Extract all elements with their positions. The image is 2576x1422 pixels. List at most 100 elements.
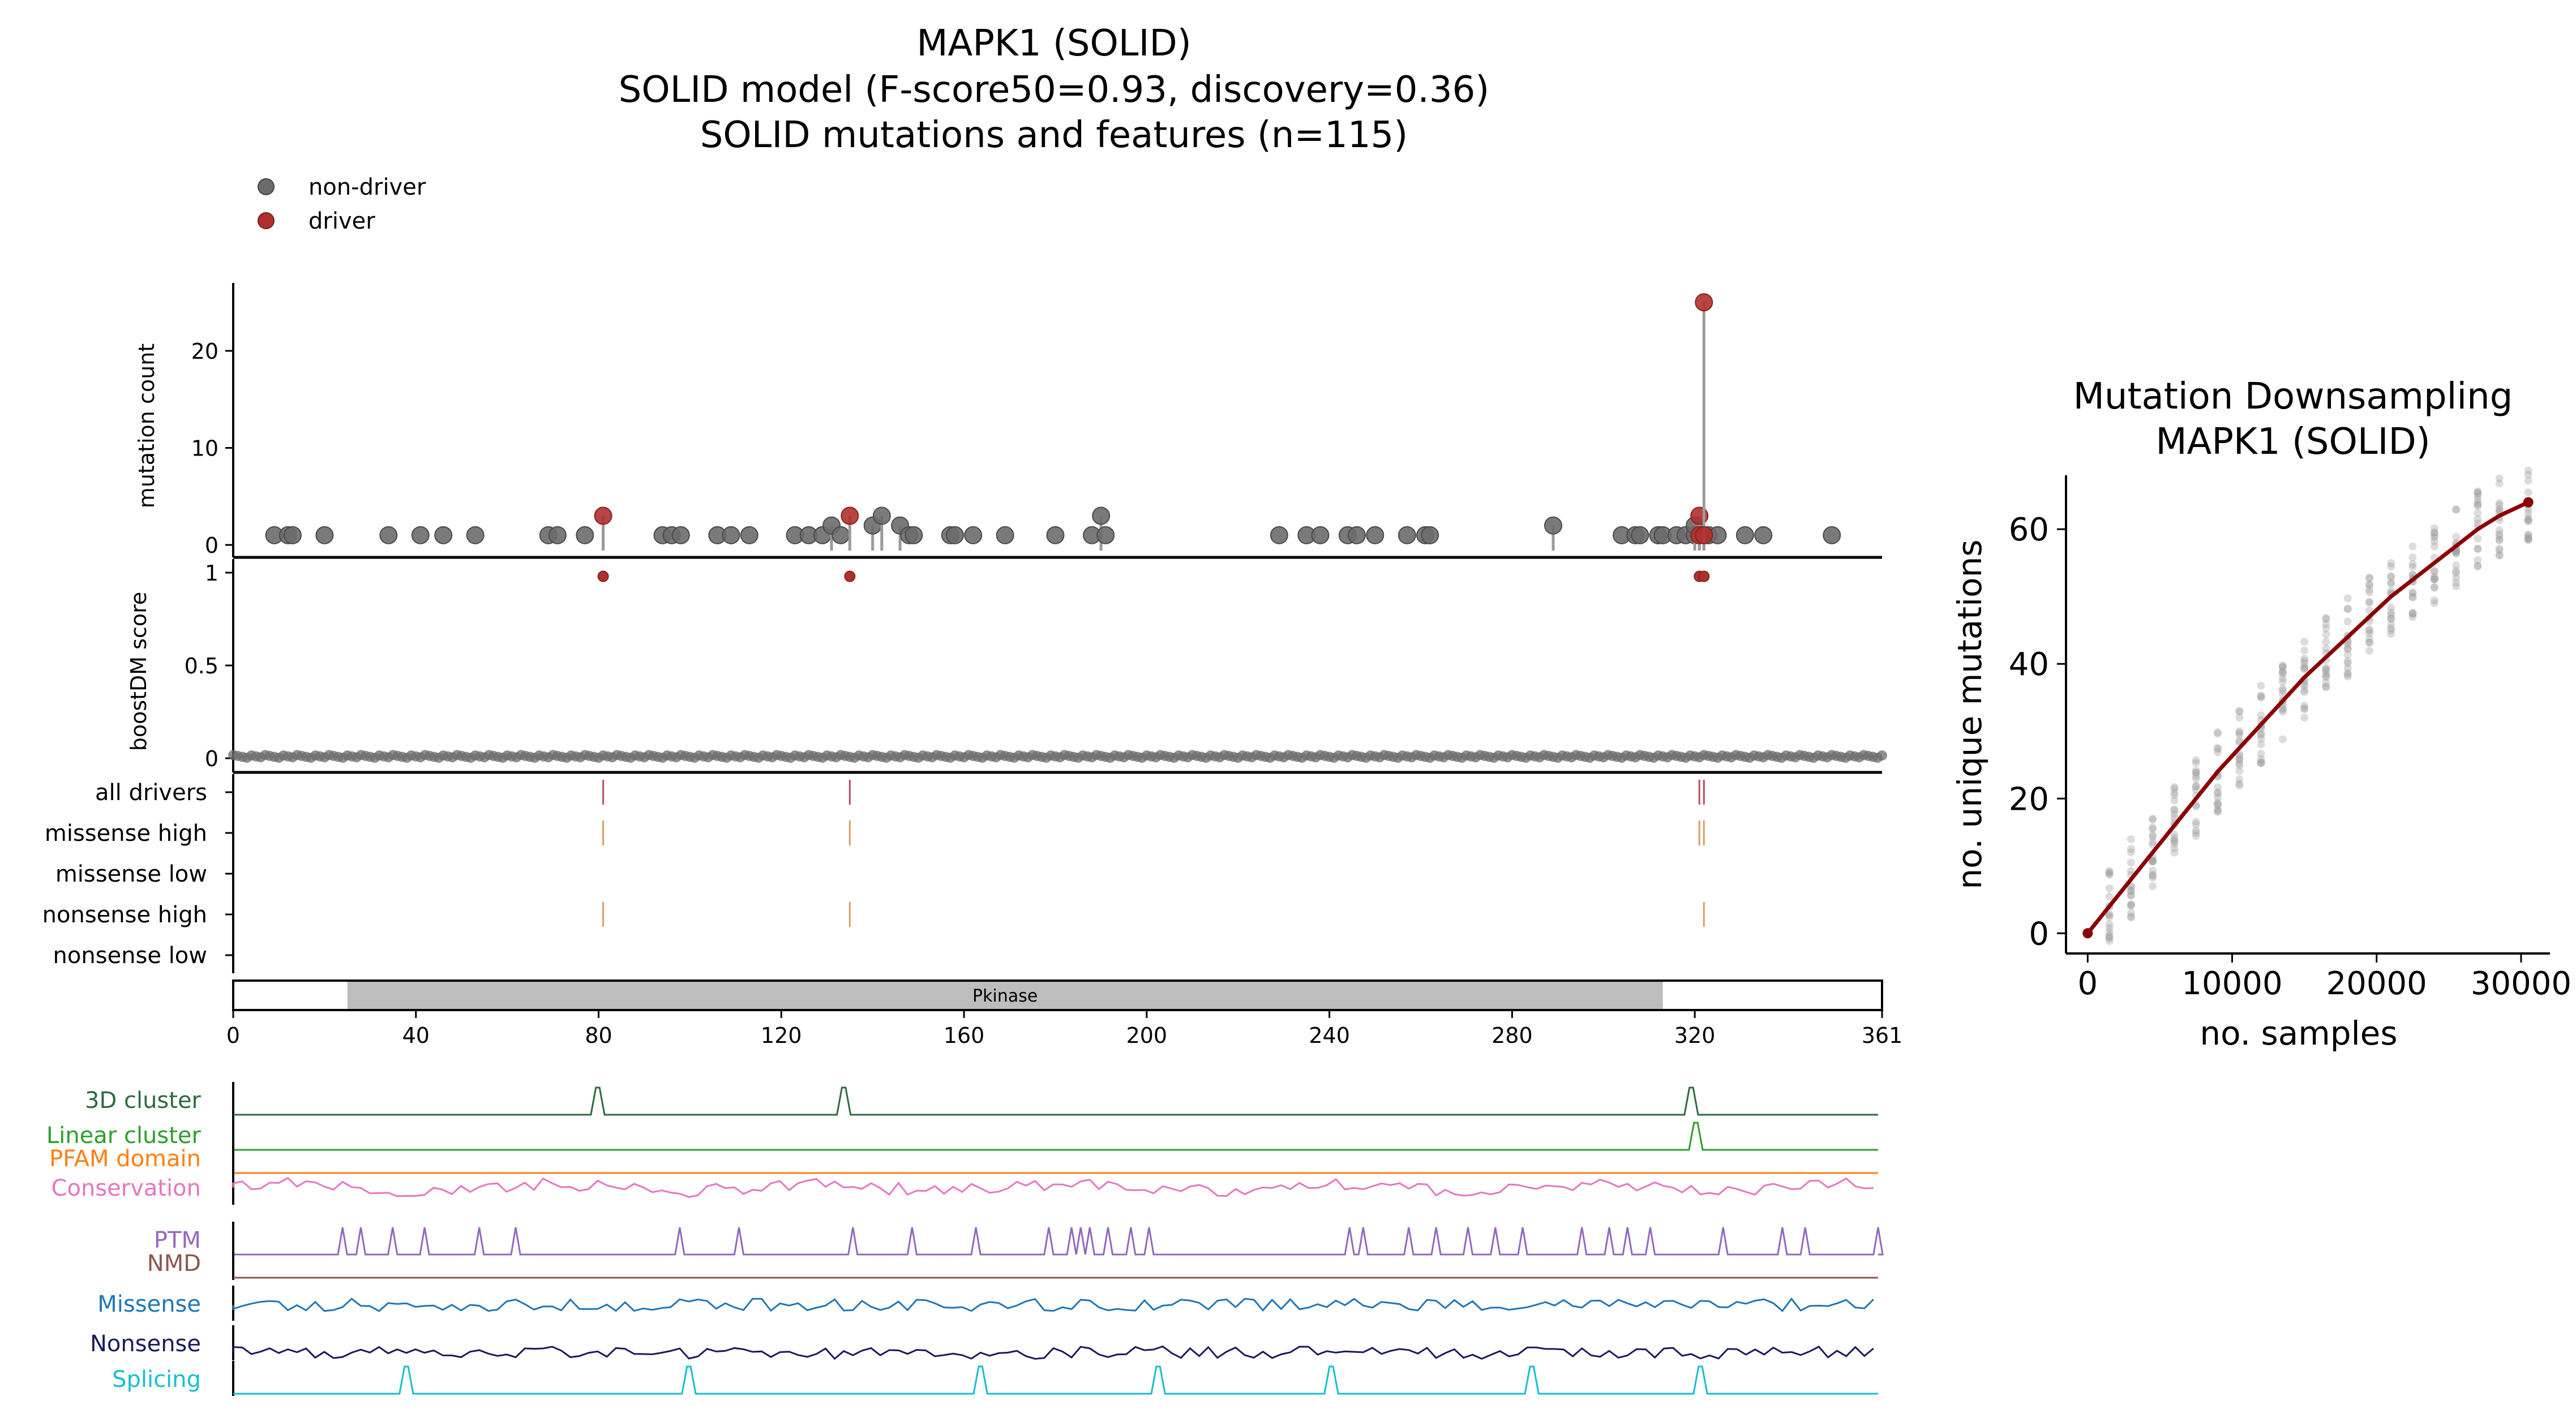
resample-point bbox=[2452, 549, 2461, 558]
non-driver-point bbox=[434, 526, 453, 544]
x-axis-label: no. samples bbox=[2200, 1014, 2397, 1052]
resample-point bbox=[2235, 779, 2244, 788]
resample-point bbox=[2474, 519, 2482, 528]
resample-point bbox=[2495, 479, 2504, 488]
domain-label: Pkinase bbox=[972, 986, 1038, 1006]
boostdm-score-panel: 0 0.5 1 boostDM score bbox=[126, 559, 1887, 774]
resample-point bbox=[2192, 818, 2200, 826]
resample-point bbox=[2430, 531, 2438, 540]
resample-point bbox=[2257, 755, 2265, 763]
resample-point bbox=[2387, 579, 2395, 588]
resample-point bbox=[2430, 529, 2438, 537]
resample-point bbox=[2235, 727, 2244, 736]
resample-point bbox=[2192, 820, 2200, 828]
resample-point bbox=[2213, 729, 2222, 738]
resample-point bbox=[2343, 617, 2352, 626]
resample-point bbox=[2343, 645, 2352, 653]
x-tick-label: 0 bbox=[226, 1023, 240, 1048]
downsampling-title: Mutation Downsampling bbox=[2073, 376, 2513, 418]
resample-point bbox=[2213, 745, 2222, 753]
resample-point bbox=[2149, 866, 2157, 875]
resample-point bbox=[2387, 562, 2395, 571]
resample-point bbox=[2235, 729, 2244, 737]
driver-point bbox=[841, 506, 859, 525]
non-driver-point bbox=[1398, 526, 1416, 544]
resample-point bbox=[2300, 663, 2309, 671]
resample-point bbox=[2278, 669, 2287, 678]
resample-point bbox=[2343, 664, 2352, 672]
resample-point bbox=[2474, 561, 2482, 570]
resample-point bbox=[2322, 644, 2330, 652]
resample-point bbox=[2408, 560, 2417, 568]
resample-point bbox=[2127, 913, 2135, 922]
score-point bbox=[1877, 750, 1887, 761]
non-driver-point bbox=[1348, 526, 1366, 544]
resample-point bbox=[2105, 867, 2114, 875]
non-driver-point bbox=[315, 526, 334, 544]
curve-start-point bbox=[2082, 928, 2093, 939]
resample-point bbox=[2105, 924, 2114, 933]
non-driver-point bbox=[283, 526, 302, 544]
y-tick-label: 40 bbox=[2009, 646, 2049, 683]
resample-point bbox=[2322, 678, 2330, 687]
resample-point bbox=[2474, 489, 2482, 497]
driver-point bbox=[1695, 293, 1713, 312]
resample-point bbox=[2495, 551, 2504, 559]
resample-point bbox=[2387, 608, 2395, 617]
curve-end-point bbox=[2523, 497, 2534, 508]
resample-point bbox=[2408, 613, 2417, 621]
resample-point bbox=[2322, 630, 2330, 639]
resample-point bbox=[2495, 474, 2504, 483]
resample-point bbox=[2365, 581, 2373, 589]
resample-point bbox=[2387, 572, 2395, 581]
x-tick-label: 20000 bbox=[2326, 965, 2427, 1002]
resample-point bbox=[2430, 529, 2438, 537]
resample-point bbox=[2192, 826, 2200, 835]
track-row-label: missense high bbox=[45, 820, 207, 847]
resample-point bbox=[2149, 823, 2157, 832]
resample-point bbox=[2170, 810, 2179, 819]
resample-point bbox=[2105, 933, 2114, 941]
resample-point bbox=[2257, 711, 2265, 720]
resample-point bbox=[2127, 891, 2135, 900]
resample-point bbox=[2235, 781, 2244, 790]
resample-point bbox=[2300, 682, 2309, 690]
resample-point bbox=[2105, 920, 2114, 929]
resample-point bbox=[2192, 832, 2200, 840]
resample-point bbox=[2408, 588, 2417, 597]
resample-point bbox=[2524, 516, 2532, 525]
resample-point bbox=[2105, 892, 2114, 901]
resample-point bbox=[2524, 534, 2532, 542]
domain-axis-panel: Pkinase 0 40 80 120 160 200 240 280 320 361 bbox=[226, 979, 1902, 1048]
resample-point bbox=[2213, 728, 2222, 737]
resample-point bbox=[2474, 501, 2482, 509]
resample-point bbox=[2430, 524, 2438, 532]
resample-point bbox=[2452, 505, 2461, 514]
non-driver-point bbox=[1096, 526, 1115, 544]
resample-point bbox=[2170, 837, 2179, 845]
non-driver-point bbox=[905, 526, 923, 544]
resample-point bbox=[2474, 556, 2482, 564]
resample-point bbox=[2257, 759, 2265, 768]
resample-point bbox=[2474, 496, 2482, 504]
resample-point bbox=[2192, 772, 2200, 780]
feature-track-line bbox=[232, 1345, 1874, 1360]
resample-point bbox=[2365, 647, 2373, 655]
resample-point bbox=[2430, 537, 2438, 545]
downsampling-subtitle: MAPK1 (SOLID) bbox=[2155, 421, 2430, 463]
resample-point bbox=[2430, 596, 2438, 604]
resample-point bbox=[2430, 583, 2438, 592]
resample-point bbox=[2170, 848, 2179, 857]
resample-point bbox=[2524, 514, 2532, 522]
feature-track-label: Conservation bbox=[52, 1175, 201, 1201]
resample-point bbox=[2127, 848, 2135, 857]
resample-point bbox=[2213, 800, 2222, 809]
resample-point bbox=[2213, 744, 2222, 752]
resample-point bbox=[2300, 705, 2309, 714]
non-driver-point bbox=[379, 526, 398, 544]
resample-point bbox=[2365, 625, 2373, 634]
resample-point bbox=[2235, 713, 2244, 721]
non-driver-point bbox=[466, 526, 485, 544]
resample-point bbox=[2524, 509, 2532, 518]
x-tick-label: 240 bbox=[1309, 1023, 1350, 1048]
